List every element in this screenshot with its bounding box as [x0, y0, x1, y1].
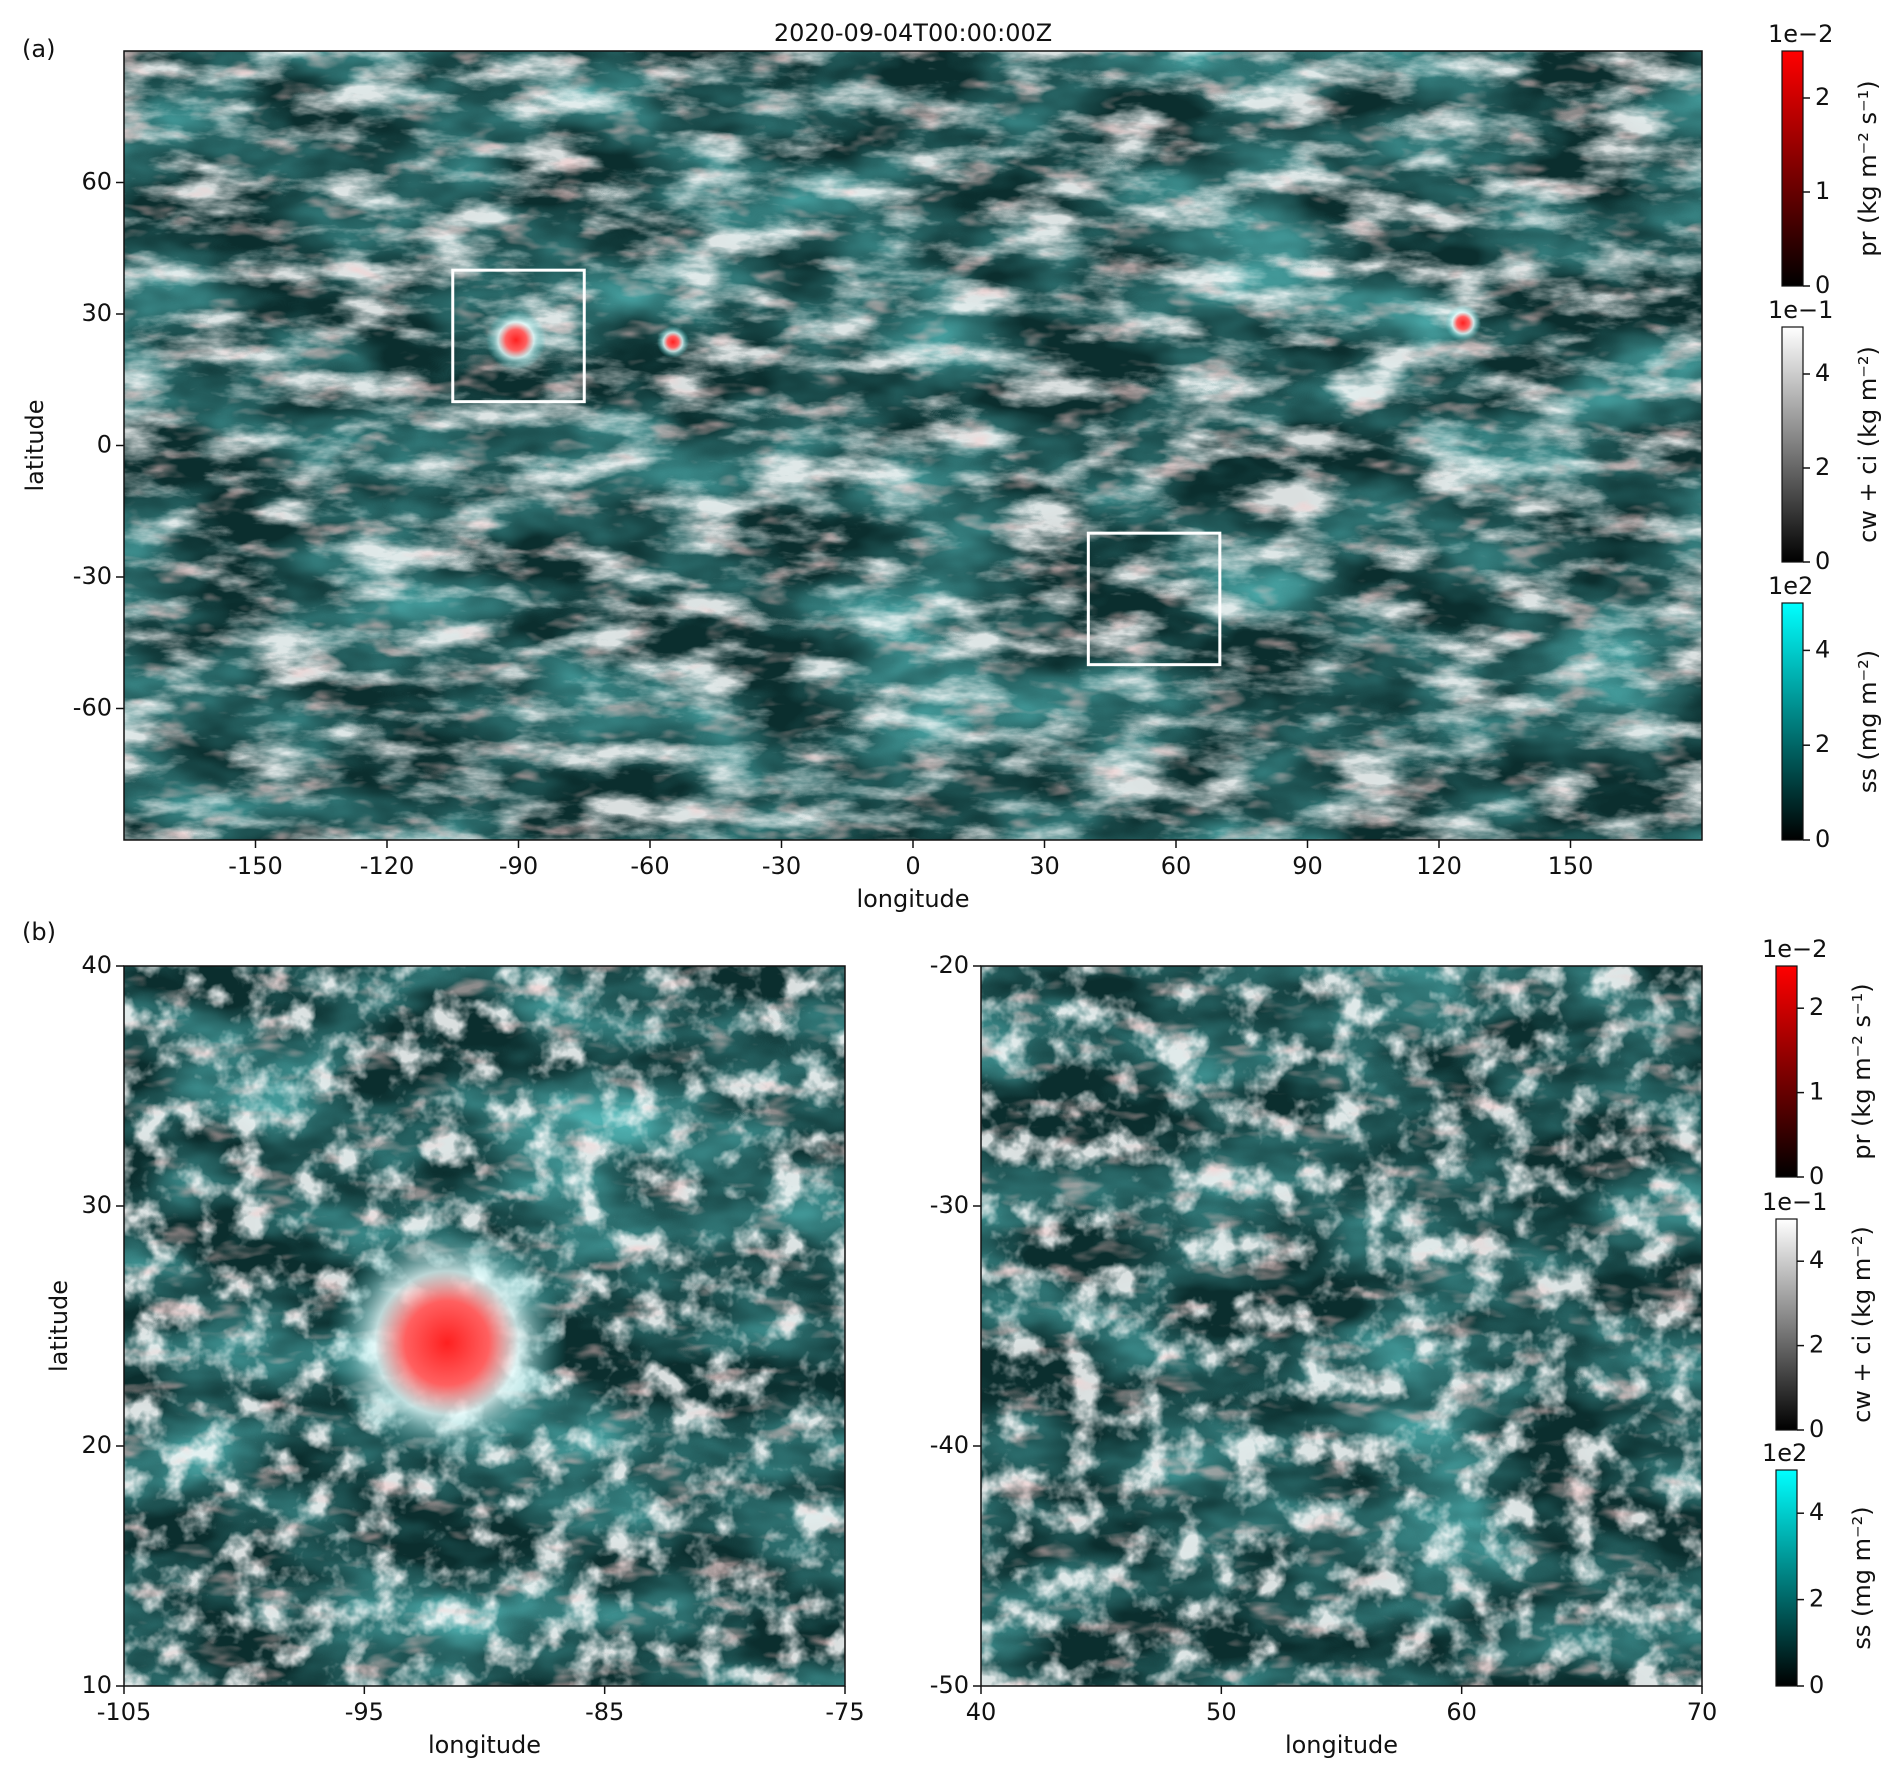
y-tick-label: -30 — [73, 562, 112, 590]
colorbar-offset: 1e−1 — [1768, 296, 1833, 324]
x-tick-label: 150 — [1548, 852, 1594, 880]
y-axis-label: latitude — [21, 399, 49, 491]
y-tick-label: 10 — [81, 1671, 112, 1699]
colorbar-tick-label: 2 — [1815, 730, 1830, 758]
colorbar-offset: 1e2 — [1762, 1439, 1807, 1467]
x-tick-label: 90 — [1292, 852, 1323, 880]
colorbar — [1781, 50, 1804, 287]
storm — [1445, 305, 1481, 341]
y-axis-label: latitude — [45, 1280, 73, 1372]
x-tick-label: -30 — [762, 852, 801, 880]
x-tick-label: -95 — [345, 1698, 384, 1726]
y-tick-label: -20 — [930, 951, 969, 979]
storm — [657, 326, 689, 358]
y-tick-label: 30 — [81, 299, 112, 327]
colorbar-label: ss (mg m⁻²) — [1848, 1506, 1876, 1649]
colorbar-offset: 1e−1 — [1762, 1188, 1827, 1216]
x-tick-label: 70 — [1687, 1698, 1718, 1726]
x-tick-label: 50 — [1206, 1698, 1237, 1726]
colorbar — [1775, 1218, 1798, 1431]
region-box — [1086, 531, 1222, 667]
panel-label: (a) — [22, 35, 55, 63]
y-tick-label: 20 — [81, 1431, 112, 1459]
map-image — [124, 966, 845, 1686]
panel-label: (b) — [22, 918, 56, 946]
colorbar-tick-label: 0 — [1809, 1671, 1824, 1699]
colorbar-tick-label: 2 — [1809, 1331, 1824, 1359]
x-tick-label: 120 — [1416, 852, 1462, 880]
y-tick-label: 0 — [97, 431, 112, 459]
x-tick-label: 60 — [1161, 852, 1192, 880]
colorbar-tick-label: 0 — [1809, 1415, 1824, 1443]
precip — [124, 51, 1702, 840]
y-tick-label: -30 — [930, 1191, 969, 1219]
colorbar-label: pr (kg m⁻² s⁻¹) — [1854, 80, 1882, 256]
axes-frame — [123, 965, 846, 1687]
x-tick-label: 30 — [1029, 852, 1060, 880]
colorbar-tick-label: 4 — [1815, 359, 1830, 387]
colorbar-tick-label: 4 — [1809, 1498, 1824, 1526]
x-tick-label: 40 — [966, 1698, 997, 1726]
colorbar-offset: 1e−2 — [1768, 20, 1833, 48]
storm — [486, 310, 546, 370]
colorbar — [1775, 965, 1798, 1178]
colorbar — [1781, 326, 1804, 563]
colorbar-tick-label: 4 — [1815, 635, 1830, 663]
colorbar-tick-label: 2 — [1809, 993, 1824, 1021]
y-tick-label: -50 — [930, 1671, 969, 1699]
x-axis-label: longitude — [1285, 1731, 1398, 1759]
colorbar-tick-label: 0 — [1809, 1162, 1824, 1190]
colorbar-tick-label: 1 — [1815, 177, 1830, 205]
region-box — [451, 268, 586, 404]
x-tick-label: -75 — [825, 1698, 864, 1726]
colorbar-tick-label: 4 — [1809, 1246, 1824, 1274]
storm — [327, 1223, 567, 1463]
colorbar-label: pr (kg m⁻² s⁻¹) — [1848, 983, 1876, 1159]
y-tick-label: 30 — [81, 1191, 112, 1219]
colorbar-offset: 1e2 — [1768, 572, 1813, 600]
y-tick-label: -60 — [73, 694, 112, 722]
x-axis-label: longitude — [856, 885, 969, 913]
x-tick-label: -150 — [228, 852, 282, 880]
colorbar — [1775, 1469, 1798, 1687]
colorbar-label: ss (mg m⁻²) — [1854, 650, 1882, 793]
colorbar-tick-label: 2 — [1815, 453, 1830, 481]
colorbar-label: cw + ci (kg m⁻²) — [1848, 1226, 1876, 1423]
x-tick-label: -120 — [360, 852, 414, 880]
x-tick-label: -60 — [630, 852, 669, 880]
precip — [981, 966, 1702, 1686]
map-image — [124, 51, 1702, 840]
x-tick-label: -90 — [499, 852, 538, 880]
x-axis-label: longitude — [428, 1731, 541, 1759]
chart-title: 2020-09-04T00:00:00Z — [774, 19, 1052, 47]
colorbar-label: cw + ci (kg m⁻²) — [1854, 346, 1882, 543]
colorbar-tick-label: 1 — [1809, 1078, 1824, 1106]
colorbar-offset: 1e−2 — [1762, 935, 1827, 963]
colorbar-tick-label: 0 — [1815, 271, 1830, 299]
colorbar-tick-label: 2 — [1815, 83, 1830, 111]
y-tick-label: 60 — [81, 168, 112, 196]
x-tick-label: -85 — [585, 1698, 624, 1726]
x-tick-label: 60 — [1446, 1698, 1477, 1726]
colorbar-tick-label: 0 — [1815, 825, 1830, 853]
map-image — [981, 966, 1702, 1686]
y-tick-label: -40 — [930, 1431, 969, 1459]
colorbar-tick-label: 0 — [1815, 547, 1830, 575]
colorbar-tick-label: 2 — [1809, 1585, 1824, 1613]
colorbar — [1781, 602, 1804, 841]
x-tick-label: -105 — [97, 1698, 151, 1726]
y-tick-label: 40 — [81, 951, 112, 979]
axes-frame — [980, 965, 1703, 1687]
x-tick-label: 0 — [905, 852, 920, 880]
